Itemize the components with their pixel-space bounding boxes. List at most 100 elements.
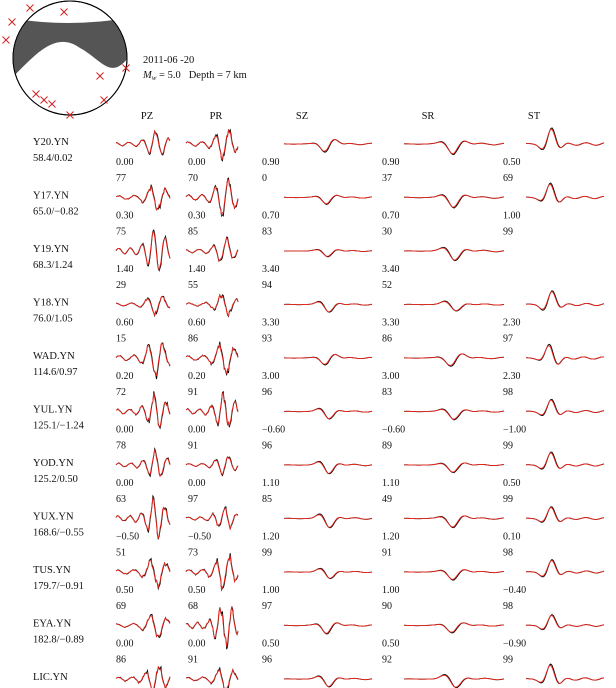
time-shift-value: 0.00: [188, 639, 206, 650]
station-name: EYA.YN: [33, 619, 72, 630]
observed-waveform: [115, 613, 171, 639]
synthetic-waveform: [526, 506, 605, 523]
time-shift-value: 0.30: [188, 211, 206, 222]
correlation-value: 63: [116, 494, 126, 505]
time-shift-value: 0.50: [116, 585, 134, 596]
station-distance-azimuth: 168.6/−0.55: [33, 528, 84, 539]
synthetic-waveform: [115, 449, 171, 478]
correlation-value: 99: [503, 655, 513, 666]
time-shift-value: 0.90: [262, 157, 280, 168]
correlation-value: 73: [188, 548, 198, 559]
time-shift-value: 0.60: [188, 318, 206, 329]
observed-waveform: [185, 293, 239, 318]
time-shift-value: −0.50: [116, 532, 139, 543]
correlation-value: 75: [116, 227, 126, 238]
correlation-value: 55: [188, 280, 198, 291]
station-distance-azimuth: 65.0/−0.82: [33, 207, 79, 218]
observed-waveform: [283, 460, 373, 475]
component-headers: PZ PR SZ SR ST: [141, 111, 541, 122]
time-shift-value: 0.50: [382, 639, 400, 650]
correlation-value: 97: [188, 494, 198, 505]
time-shift-value: −0.40: [503, 585, 526, 596]
synthetic-waveform: [404, 462, 505, 473]
station-distance-azimuth: 125.2/0.50: [33, 474, 78, 485]
station-marker-icon: [40, 96, 48, 104]
station-distance-azimuth: 76.0/1.05: [33, 314, 73, 325]
time-shift-value: 1.00: [503, 211, 521, 222]
station-distance-azimuth: 179.7/−0.91: [33, 581, 84, 592]
synthetic-waveform: [284, 249, 373, 257]
synthetic-waveform: [404, 515, 505, 528]
time-shift-value: 1.00: [262, 585, 280, 596]
station-marker-icon: [26, 4, 34, 12]
correlation-value: 96: [262, 387, 272, 398]
correlation-value: 96: [262, 441, 272, 452]
observed-waveform: [404, 353, 504, 367]
time-shift-value: 3.30: [262, 318, 280, 329]
correlation-value: 93: [262, 334, 272, 345]
time-shift-value: 3.40: [382, 264, 400, 275]
observed-waveform: [283, 300, 373, 313]
station-marker-icon: [122, 64, 130, 72]
correlation-value: 68: [188, 601, 198, 612]
synthetic-waveform: [115, 559, 171, 589]
time-shift-value: 0.00: [116, 639, 134, 650]
observed-waveform: [115, 295, 171, 318]
station-name: WAD.YN: [33, 351, 75, 362]
station-rows: Y20.YN 58.4/0.02 0.00 77 0.00 70 0.90 0 0.90 37 0.…: [33, 127, 605, 688]
column-header-st: ST: [528, 111, 541, 122]
correlation-value: 51: [116, 548, 126, 559]
synthetic-waveform: [526, 291, 605, 310]
time-shift-value: 0.20: [188, 371, 206, 382]
synthetic-waveform: [283, 139, 372, 152]
focal-mechanism-beachball: [2, 0, 130, 119]
correlation-value: 86: [382, 334, 392, 345]
compressional-quadrant: [13, 18, 127, 80]
column-header-pz: PZ: [141, 111, 153, 122]
station-distance-azimuth: 58.4/0.02: [33, 153, 73, 164]
correlation-value: 89: [382, 441, 392, 452]
synthetic-waveform: [526, 184, 605, 203]
synthetic-waveform: [404, 301, 505, 312]
synthetic-waveform: [283, 676, 373, 687]
station-row: Y17.YN 65.0/−0.82 0.30 75 0.30 85 0.70 83 0.70 30…: [33, 177, 605, 238]
synthetic-waveform: [283, 568, 373, 579]
correlation-value: 70: [188, 173, 198, 184]
station-row: YOD.YN 125.2/0.50 0.00 63 0.00 97 1.10 85 1.10 49…: [33, 447, 605, 505]
synthetic-waveform: [115, 615, 171, 638]
correlation-value: 98: [503, 601, 513, 612]
synthetic-waveform: [185, 392, 239, 426]
station-row: YUL.YN 125.1/−1.24 0.00 78 0.00 91 −0.60 96 −0.6…: [33, 390, 605, 452]
station-name: YUX.YN: [33, 512, 74, 523]
time-shift-value: −0.90: [503, 639, 526, 650]
time-shift-value: 1.10: [382, 478, 400, 489]
observed-waveform: [284, 139, 372, 153]
station-name: Y18.YN: [33, 298, 69, 309]
observed-waveform: [185, 236, 239, 263]
column-header-sr: SR: [422, 111, 435, 122]
station-marker-icon: [32, 90, 40, 98]
synthetic-waveform: [185, 293, 239, 317]
synthetic-waveform: [284, 622, 373, 634]
station-name: TUS.YN: [33, 565, 71, 576]
observed-waveform: [283, 675, 373, 688]
observed-waveform: [403, 246, 505, 261]
observed-waveform: [185, 506, 239, 530]
synthetic-waveform: [525, 614, 605, 630]
observed-waveform: [525, 290, 605, 311]
observed-waveform: [526, 663, 605, 684]
correlation-value: 98: [503, 387, 513, 398]
correlation-value: 69: [116, 601, 126, 612]
station-marker-icon: [66, 111, 74, 119]
time-shift-value: 1.20: [382, 532, 400, 543]
synthetic-waveform: [185, 178, 239, 217]
time-shift-value: 0.20: [116, 371, 134, 382]
time-shift-value: 3.30: [382, 318, 400, 329]
correlation-value: 91: [188, 441, 198, 452]
observed-waveform: [526, 558, 605, 578]
event-magnitude-depth: Mw = 5.0 Depth = 7 km: [142, 70, 247, 82]
synthetic-waveform: [116, 392, 171, 428]
time-shift-value: 0.70: [262, 211, 280, 222]
station-name: Y17.YN: [33, 191, 69, 202]
